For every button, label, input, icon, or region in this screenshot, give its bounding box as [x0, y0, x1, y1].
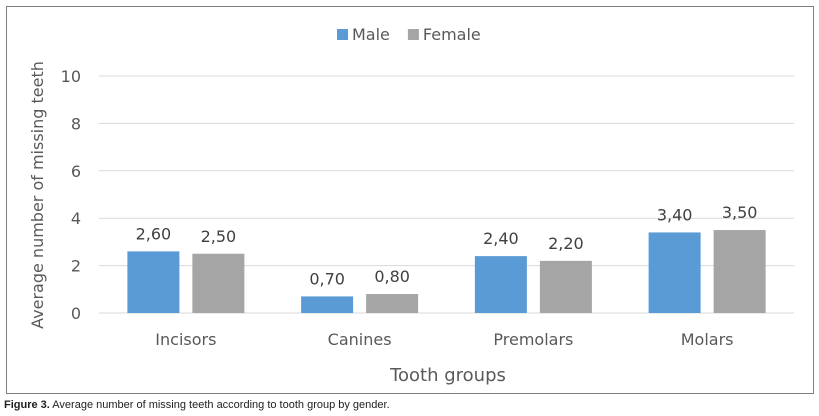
- bar-male: [474, 256, 527, 313]
- data-label: 2,60: [136, 224, 172, 243]
- caption-text: Average number of missing teeth accordin…: [49, 399, 390, 411]
- y-tick-label: 2: [71, 257, 81, 276]
- x-tick-label: Premolars: [493, 330, 573, 349]
- bar-female: [366, 294, 419, 313]
- y-tick-label: 10: [61, 67, 81, 86]
- x-axis-title: Tooth groups: [389, 365, 506, 386]
- bar-chart: 0 2 4 6 8 10 Incisors 2,60 2,50 Canines 0,70 0,80 Pr…: [28, 25, 794, 386]
- legend-swatch-female: [407, 29, 419, 40]
- bar-male: [301, 296, 354, 313]
- x-tick-label: Molars: [681, 330, 734, 349]
- data-label: 3,40: [657, 205, 693, 224]
- data-label: 2,40: [483, 229, 519, 248]
- data-label: 3,50: [722, 203, 758, 222]
- data-label: 0,80: [374, 267, 410, 286]
- data-label: 2,50: [201, 227, 237, 246]
- data-label: 0,70: [309, 269, 345, 288]
- y-tick-label: 8: [71, 114, 81, 133]
- x-tick-label: Canines: [328, 330, 392, 349]
- bar-female: [713, 230, 766, 313]
- figure-label: Figure 3.: [4, 399, 50, 411]
- y-tick-label: 6: [71, 162, 81, 181]
- legend-label-female: Female: [423, 25, 481, 44]
- bar-male: [127, 251, 180, 313]
- y-tick-label: 4: [71, 209, 81, 228]
- bar-female: [192, 253, 245, 313]
- bar-female: [539, 260, 592, 313]
- legend-swatch-male: [337, 29, 348, 40]
- y-axis-title: Average number of missing teeth: [28, 61, 47, 329]
- bar-male: [648, 232, 701, 313]
- x-tick-label: Incisors: [155, 330, 216, 349]
- figure-caption: Figure 3. Average number of missing teet…: [4, 399, 390, 411]
- legend-label-male: Male: [352, 25, 390, 44]
- chart-frame: 0 2 4 6 8 10 Incisors 2,60 2,50 Canines 0,70 0,80 Pr…: [6, 6, 814, 394]
- y-tick-label: 0: [71, 304, 81, 323]
- data-label: 2,20: [548, 234, 584, 253]
